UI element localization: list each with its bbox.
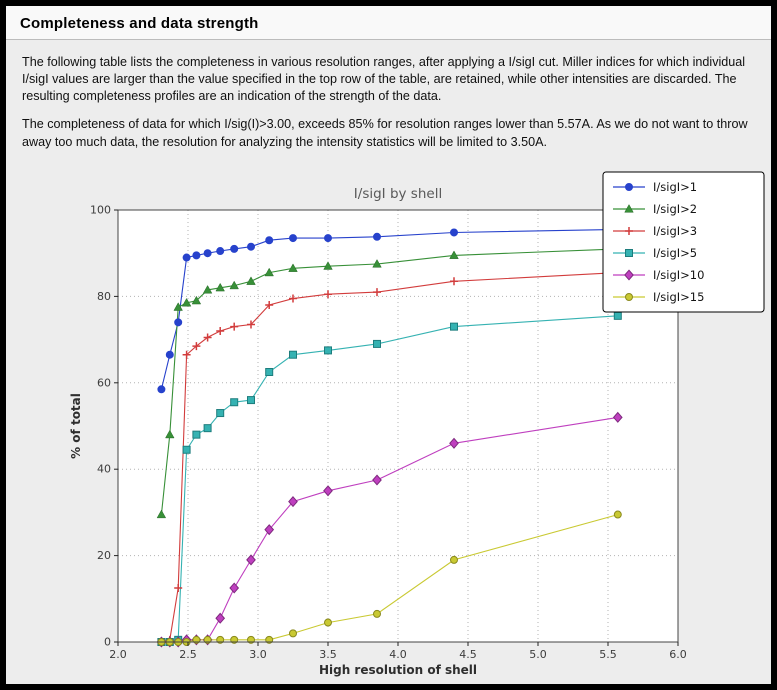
svg-text:6.0: 6.0 [669, 648, 687, 661]
svg-text:3.0: 3.0 [249, 648, 267, 661]
svg-text:I/sigI>3: I/sigI>3 [653, 224, 697, 238]
page-title: Completeness and data strength [20, 15, 259, 32]
completeness-figure: 2.0 2.5 3.0 3.5 4.0 4.5 5.0 5.5 6.0 0 20 40 60 80 100 I… [48, 162, 765, 682]
svg-text:100: 100 [90, 203, 111, 216]
svg-text:% of total: % of total [69, 393, 83, 459]
completeness-panel: Completeness and data strength The follo… [6, 6, 771, 684]
description-paragraph-2: The completeness of data for which I/sig… [22, 117, 748, 149]
svg-text:80: 80 [97, 290, 111, 303]
svg-text:3.5: 3.5 [319, 648, 337, 661]
description-paragraph-1: The following table lists the completene… [22, 55, 746, 104]
svg-text:5.0: 5.0 [529, 648, 547, 661]
svg-text:High resolution of shell: High resolution of shell [319, 663, 477, 677]
svg-text:I/sigI>15: I/sigI>15 [653, 290, 704, 304]
svg-text:60: 60 [97, 376, 111, 389]
shell-chart: 2.0 2.5 3.0 3.5 4.0 4.5 5.0 5.5 6.0 0 20 40 60 80 100 I… [69, 171, 765, 677]
svg-text:2.5: 2.5 [179, 648, 197, 661]
svg-text:40: 40 [97, 462, 111, 475]
svg-text:5.5: 5.5 [599, 648, 617, 661]
svg-text:20: 20 [97, 549, 111, 562]
svg-text:I/sigI>10: I/sigI>10 [653, 268, 704, 282]
svg-text:I/sigI by shell: I/sigI by shell [354, 186, 442, 202]
svg-text:4.0: 4.0 [389, 648, 407, 661]
svg-text:0: 0 [104, 635, 111, 648]
svg-text:I/sigI>5: I/sigI>5 [653, 246, 697, 260]
svg-text:I/sigI>1: I/sigI>1 [653, 180, 697, 194]
svg-text:4.5: 4.5 [459, 648, 477, 661]
panel-header: Completeness and data strength [6, 6, 771, 40]
svg-text:I/sigI>2: I/sigI>2 [653, 202, 697, 216]
panel-content: The following table lists the completene… [6, 40, 771, 682]
svg-text:2.0: 2.0 [109, 648, 127, 661]
